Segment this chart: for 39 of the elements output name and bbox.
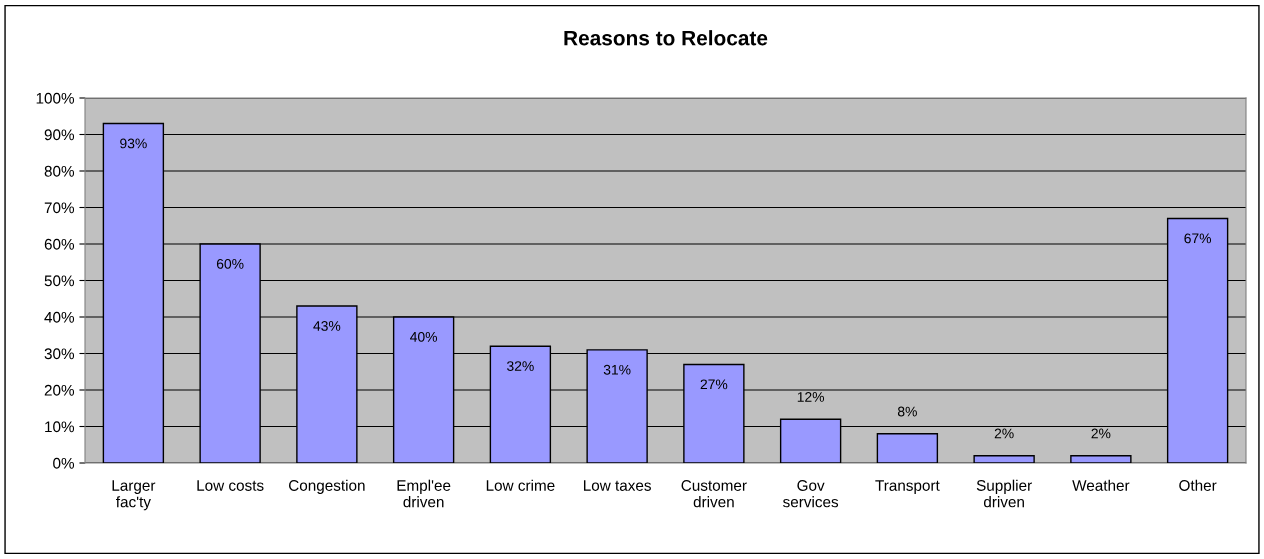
y-tick-label: 0% [53, 457, 75, 469]
y-tick-label: 30% [44, 348, 75, 360]
bar [1070, 455, 1132, 463]
data-label: 8% [897, 406, 917, 417]
data-label: 67% [1184, 233, 1212, 244]
bar [876, 433, 939, 463]
data-label: 40% [410, 331, 438, 342]
x-tick-label: Low taxes [583, 480, 651, 491]
x-tick-label: Other [1179, 479, 1217, 491]
x-tick-label: Empl'ee driven [397, 479, 451, 508]
data-label: 93% [120, 138, 147, 149]
y-tick-label: 90% [44, 129, 75, 141]
x-tick-label: Customer driven [681, 480, 747, 508]
y-tick-label: 70% [44, 202, 75, 214]
y-tick-label: 100% [36, 92, 75, 104]
y-tick-label: 60% [44, 238, 75, 250]
x-tick-label: Low costs [197, 480, 264, 491]
x-tick-label: Congestion [289, 479, 365, 494]
data-label: 12% [797, 392, 825, 402]
x-tick-label: Weather [1072, 479, 1130, 491]
data-label: 2% [994, 428, 1014, 439]
x-tick-label: Gov services [783, 480, 839, 508]
data-label: 2% [1091, 428, 1111, 439]
x-tick-label: Transport [875, 480, 940, 494]
data-label: 31% [603, 364, 631, 375]
y-tick-label: 80% [44, 165, 75, 177]
data-label: 43% [313, 321, 341, 331]
x-tick-label: Low crime [486, 479, 555, 491]
data-label: 60% [216, 258, 244, 269]
y-tick-label: 10% [45, 421, 75, 433]
data-label: 32% [507, 361, 534, 371]
y-tick-label: 40% [44, 311, 75, 323]
bar [973, 455, 1035, 463]
x-tick-label: Supplier driven [976, 479, 1032, 508]
y-tick-label: 20% [44, 384, 75, 396]
x-tick-label: Larger fac'ty [112, 480, 156, 511]
data-label: 27% [700, 379, 728, 390]
y-tick-label: 50% [44, 275, 75, 287]
chart-title: Reasons to Relocate [564, 30, 768, 46]
